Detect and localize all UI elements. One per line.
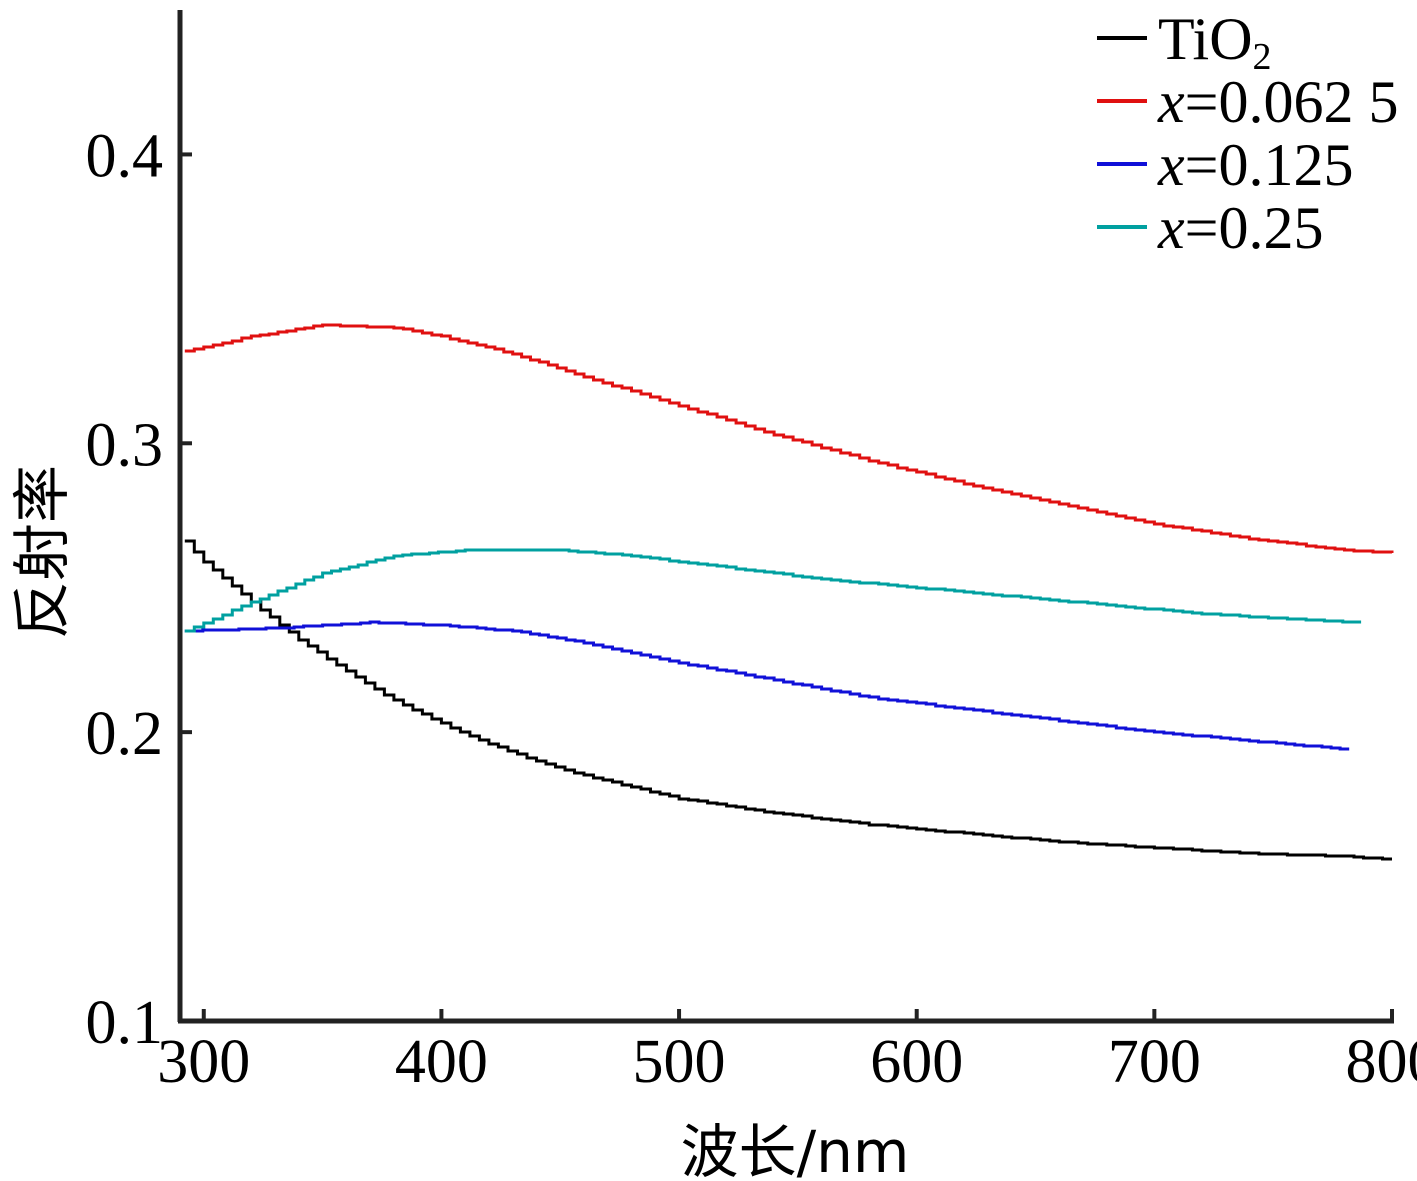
series-line-2 [184,620,1350,751]
axes [177,10,1394,1024]
y-ticks: 0.1 0.2 0.3 0.4 [86,122,192,1057]
y-tick-label: 0.4 [86,122,164,190]
x-tick-label: 300 [157,1028,250,1096]
series-line-0 [184,539,1392,861]
y-axis-title: 反射率 [8,465,76,639]
legend-label: x=0.125 [1157,132,1353,198]
series-line-3 [184,548,1362,633]
x-tick-label: 400 [395,1028,488,1096]
y-tick-label: 0.2 [86,700,164,768]
x-tick-label: 800 [1346,1028,1417,1096]
x-tick-label: 500 [633,1028,726,1096]
plot-lines [184,323,1394,861]
x-tick-label: 600 [870,1028,963,1096]
y-tick-label: 0.1 [86,989,164,1057]
legend-label: x=0.25 [1157,195,1323,261]
y-tick-label: 0.3 [86,411,164,479]
x-ticks: 300 400 500 600 700 800 [157,1009,1417,1096]
x-axis-title: 波长/nm [681,1118,910,1181]
legend-label: TiO2 [1158,6,1272,78]
x-tick-label: 700 [1108,1028,1201,1096]
legend-label: x=0.062 5 [1157,69,1398,135]
series-line-1 [184,323,1394,554]
